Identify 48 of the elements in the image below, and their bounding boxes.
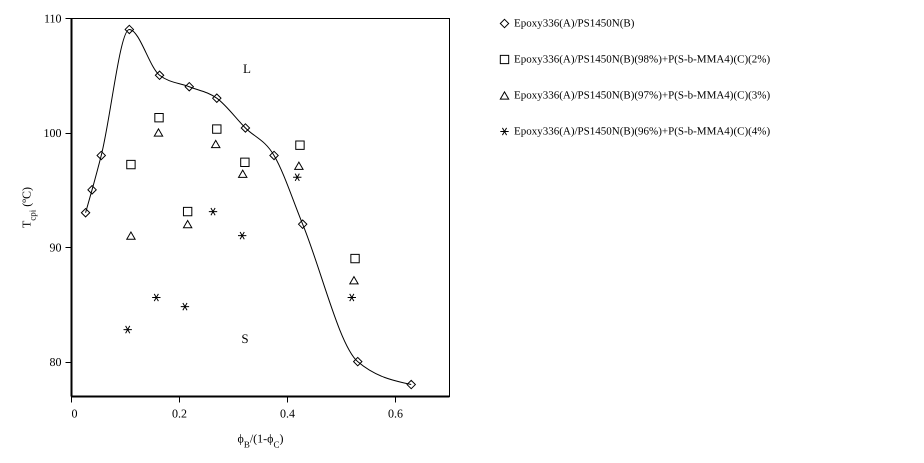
- point: [292, 173, 302, 182]
- point: [126, 232, 136, 240]
- point: [152, 293, 162, 302]
- point: [212, 124, 222, 134]
- x-tick-label: 0.6: [388, 406, 403, 420]
- point: [96, 150, 106, 160]
- y-tick-label: 110: [44, 12, 62, 26]
- point: [238, 170, 248, 178]
- point: [211, 140, 220, 148]
- point: [80, 208, 90, 218]
- y-tick-label: 80: [50, 355, 62, 370]
- point: [212, 94, 222, 103]
- point: [182, 220, 192, 228]
- point: [349, 276, 359, 284]
- point: [184, 82, 194, 92]
- y-tick-label: 90: [50, 240, 62, 255]
- point: [353, 356, 362, 366]
- point: [87, 185, 97, 194]
- legend-label: Epoxy336(A)/PS1450N(B)(98%)+P(S-b-MMA4)(C)(2%): [514, 54, 770, 66]
- point: [208, 207, 218, 216]
- annotation: L: [243, 61, 252, 76]
- y-tick-label: 100: [44, 126, 62, 140]
- point: [124, 24, 134, 34]
- point: [406, 380, 416, 390]
- point: [126, 160, 136, 170]
- point: [295, 140, 305, 150]
- point: [182, 206, 192, 216]
- point: [154, 112, 164, 122]
- x-axis-title: ϕ$_{B}$/(1-ϕ$_{C}$): [237, 432, 284, 450]
- point: [350, 254, 360, 264]
- point: [154, 70, 164, 80]
- legend-label: Epoxy336(A)/PS1450N(B)(96%)+P(S-b-MMA4)(C)(4%): [514, 126, 770, 138]
- x-tick-label: 0.2: [172, 406, 187, 420]
- point: [294, 162, 304, 170]
- legend-label: Epoxy336(A)/PS1450N(B): [514, 18, 635, 30]
- x-tick-label: 0.4: [280, 406, 295, 420]
- point: [154, 128, 164, 137]
- point: [298, 220, 308, 229]
- point: [237, 231, 247, 240]
- point: [347, 293, 356, 302]
- annotation: S: [241, 331, 249, 346]
- point: [269, 150, 279, 160]
- legend-label: Epoxy336(A)/PS1450N(B)(97%)+P(S-b-MMA4)(C)(3%): [514, 90, 770, 102]
- x-tick-label: 0: [72, 406, 78, 420]
- point: [180, 302, 190, 311]
- point: [123, 325, 132, 334]
- point: [240, 123, 250, 133]
- point: [240, 158, 250, 168]
